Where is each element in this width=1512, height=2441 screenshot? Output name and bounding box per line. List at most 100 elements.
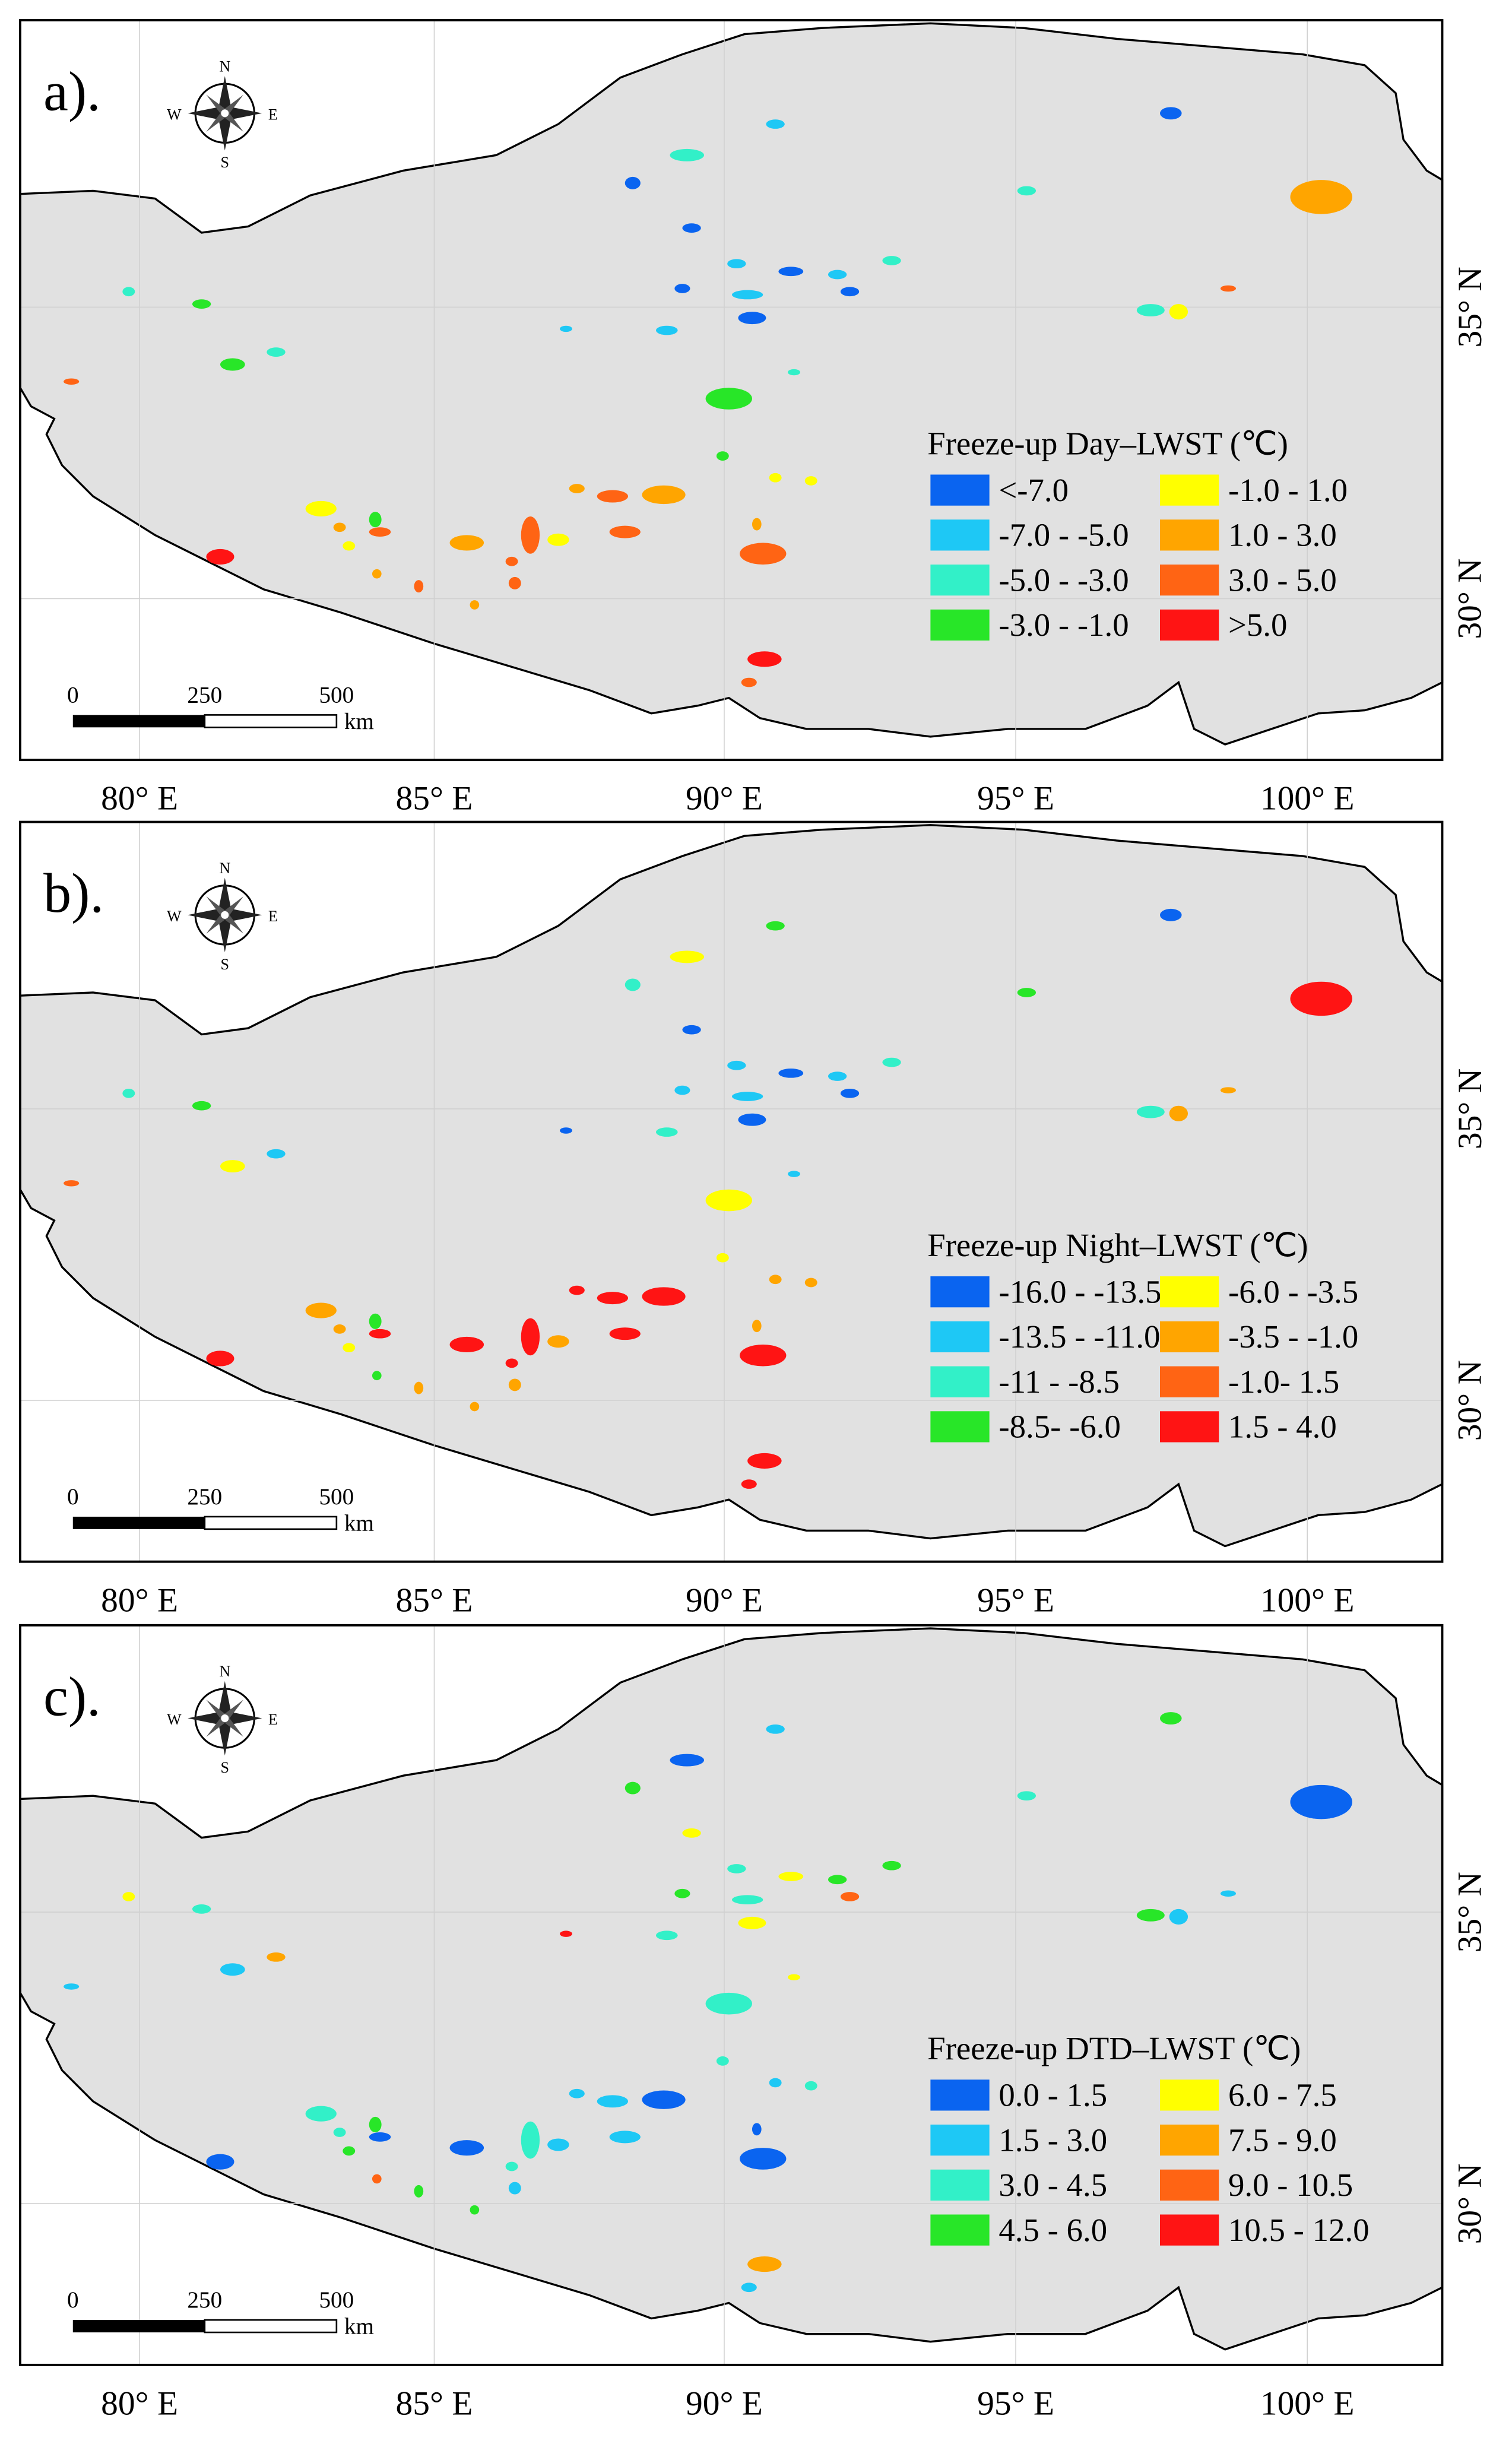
lake xyxy=(569,1285,585,1295)
lake xyxy=(625,1781,641,1795)
lake xyxy=(609,2131,641,2144)
legend-label: -16.0 - -13.5 xyxy=(999,1273,1161,1310)
legend-swatch xyxy=(930,1411,990,1443)
lake xyxy=(1220,1890,1237,1897)
lake xyxy=(372,1371,382,1381)
lake xyxy=(267,1952,286,1962)
legend-swatch xyxy=(1160,1321,1219,1353)
scale-label: 0 xyxy=(67,1484,79,1510)
compass-s: S xyxy=(221,1759,230,1776)
lake xyxy=(766,921,785,931)
lake xyxy=(741,2283,757,2293)
lake xyxy=(716,451,729,461)
lake xyxy=(470,600,480,610)
y-axis-label: 35° N xyxy=(1451,267,1489,347)
lake xyxy=(732,290,763,300)
lake xyxy=(828,1071,847,1081)
lake xyxy=(740,543,787,565)
legend-label: 1.0 - 3.0 xyxy=(1228,517,1337,553)
lake xyxy=(670,1754,704,1767)
compass-s: S xyxy=(221,956,230,973)
lake xyxy=(122,1892,135,1901)
lake xyxy=(747,2256,782,2272)
lake xyxy=(220,1963,245,1976)
lake xyxy=(449,1336,484,1353)
lake xyxy=(766,119,785,129)
lake xyxy=(333,522,346,532)
x-axis-label: 100° E xyxy=(1260,780,1355,817)
lake xyxy=(769,1275,782,1285)
lake xyxy=(804,476,817,486)
lake xyxy=(267,1149,286,1159)
scale-unit: km xyxy=(344,709,374,734)
lake xyxy=(192,1904,211,1914)
legend-label: -1.0 - 1.0 xyxy=(1228,472,1348,508)
lake xyxy=(609,1327,641,1340)
legend-swatch xyxy=(930,519,990,551)
lake xyxy=(656,1930,678,1941)
lake xyxy=(369,527,391,537)
lake xyxy=(804,1277,817,1288)
x-axis-label: 80° E xyxy=(101,780,178,817)
legend-label: 1.5 - 3.0 xyxy=(999,2122,1107,2158)
lake xyxy=(656,325,678,335)
lake xyxy=(206,1351,234,1367)
lake xyxy=(369,512,382,528)
lake xyxy=(752,2123,762,2136)
legend-label: 3.0 - 4.5 xyxy=(999,2167,1107,2203)
lake xyxy=(521,2121,540,2159)
legend-swatch xyxy=(1160,2079,1219,2111)
legend-label: -1.0- 1.5 xyxy=(1228,1364,1339,1400)
lake xyxy=(682,1025,701,1035)
lake xyxy=(882,256,901,265)
legend-label: -3.0 - -1.0 xyxy=(999,607,1129,643)
lake xyxy=(766,1724,785,1734)
legend-swatch xyxy=(930,2214,990,2246)
lake xyxy=(732,1895,763,1905)
lake xyxy=(741,1479,757,1489)
legend-label: 10.5 - 12.0 xyxy=(1228,2212,1370,2248)
lake xyxy=(343,1343,356,1353)
compass-s: S xyxy=(221,154,230,171)
lake xyxy=(769,473,782,483)
legend-swatch xyxy=(1160,1276,1219,1308)
legend-swatch xyxy=(930,1321,990,1353)
lake xyxy=(741,677,757,687)
lake xyxy=(369,2132,391,2142)
lake xyxy=(778,1872,804,1881)
lake xyxy=(778,1068,804,1078)
panel-label: c). xyxy=(43,1666,101,1727)
lake xyxy=(642,485,686,505)
plateau xyxy=(19,22,1444,746)
lake xyxy=(1136,1909,1165,1922)
lake xyxy=(727,259,746,269)
compass-center xyxy=(221,911,229,919)
map-frame xyxy=(19,1624,1444,2366)
lake xyxy=(122,1088,135,1098)
lake xyxy=(560,1930,572,1937)
lake xyxy=(642,1287,686,1306)
legend-swatch xyxy=(930,609,990,641)
plateau xyxy=(19,1627,1444,2351)
legend-title: Freeze-up Day–LWST (℃) xyxy=(927,426,1288,462)
lake xyxy=(305,500,337,517)
scale-label: 250 xyxy=(187,1484,222,1510)
lake xyxy=(369,1329,391,1339)
scale-bar-white xyxy=(204,714,338,728)
legend-swatch xyxy=(1160,519,1219,551)
lake xyxy=(369,1313,382,1329)
x-axis-label: 95° E xyxy=(977,780,1054,817)
x-axis-label: 95° E xyxy=(977,2385,1054,2422)
legend-label: -13.5 - -11.0 xyxy=(999,1318,1160,1355)
legend-label: 1.5 - 4.0 xyxy=(1228,1409,1337,1445)
x-axis-label: 85° E xyxy=(395,1581,473,1619)
plateau xyxy=(19,824,1444,1548)
legend-swatch xyxy=(930,1366,990,1397)
x-axis-label: 85° E xyxy=(395,780,473,817)
lake xyxy=(505,556,518,566)
lake xyxy=(625,978,641,991)
legend-label: 4.5 - 6.0 xyxy=(999,2212,1107,2248)
lake xyxy=(449,2140,484,2156)
